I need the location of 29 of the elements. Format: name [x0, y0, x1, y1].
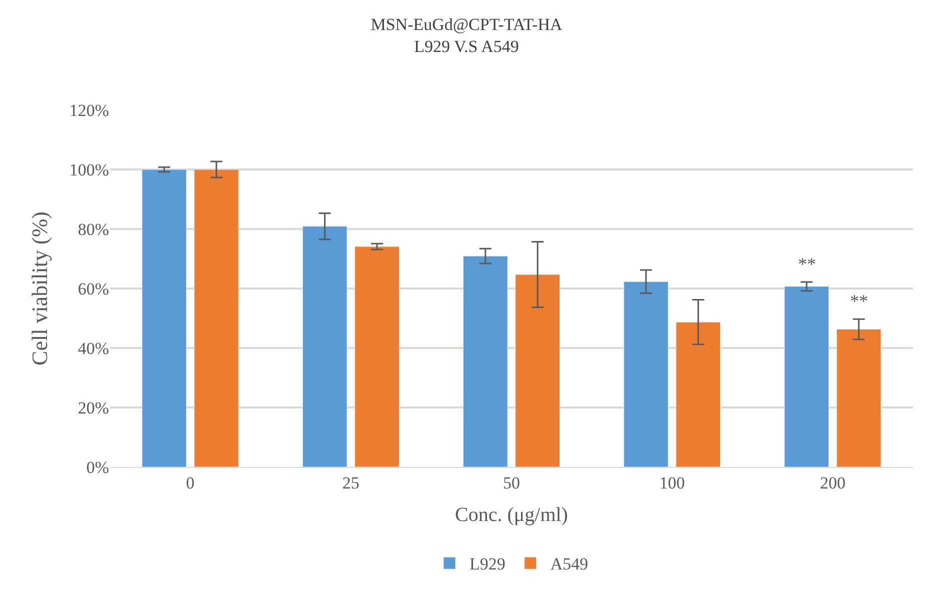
bar: [462, 256, 508, 467]
bar: [354, 246, 400, 467]
y-tick-label: 80%: [78, 220, 109, 239]
bar: [142, 169, 187, 467]
annotation: **: [850, 291, 868, 311]
bar: [302, 226, 348, 467]
bar: [836, 329, 882, 467]
x-tick-label: 50: [503, 473, 520, 492]
bar: [676, 322, 721, 467]
legend-label: L929: [470, 554, 506, 574]
y-axis-title: Cell viability (%): [27, 212, 52, 366]
y-tick-label: 120%: [69, 100, 109, 120]
y-tick-label: 40%: [78, 338, 109, 358]
x-tick-label: 200: [820, 473, 846, 492]
bar: [194, 169, 239, 467]
x-axis-title: Conc. (μg/ml): [455, 504, 568, 526]
y-tick-label: 100%: [69, 160, 109, 180]
x-tick-label: 25: [342, 473, 360, 492]
bar: [515, 274, 560, 467]
legend-label: A549: [550, 554, 588, 574]
y-tick-label: 20%: [78, 398, 109, 418]
bar: [624, 281, 668, 467]
y-tick-label: 0%: [86, 458, 109, 477]
y-tick-label: 60%: [78, 279, 109, 298]
bar: [784, 286, 830, 467]
annotation: **: [798, 254, 816, 274]
x-tick-label: 100: [659, 473, 685, 492]
chart-title: MSN-EuGd@CPT-TAT-HA L929 V.S A549: [370, 14, 563, 56]
x-tick-label: 0: [186, 473, 195, 492]
